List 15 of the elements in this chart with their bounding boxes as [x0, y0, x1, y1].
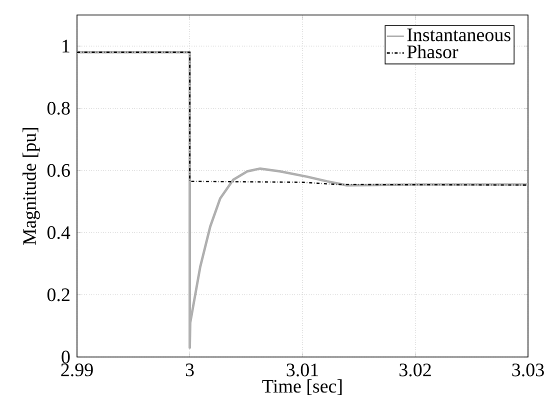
legend-label: Phasor — [407, 44, 458, 58]
x-axis-title: Time [sec] — [262, 379, 342, 396]
x-tick-label: 3.02 — [400, 364, 431, 376]
y-axis-title: Magnitude [pu] — [22, 128, 40, 245]
y-tick-label: 0.8 — [47, 102, 70, 115]
y-tick-label: 0.2 — [47, 288, 70, 302]
legend-label: Instantaneous — [407, 28, 510, 42]
x-tick-label: 3.03 — [512, 364, 544, 376]
y-tick-label: 1 — [62, 40, 70, 52]
x-tick-label: 3.01 — [286, 364, 318, 376]
y-tick-label: 0.4 — [47, 226, 70, 240]
y-tick-label: 0.6 — [47, 164, 70, 177]
x-tick-label: 2.99 — [61, 364, 93, 376]
x-tick-label: 3 — [186, 364, 194, 376]
y-tick-label: 0 — [62, 350, 70, 364]
